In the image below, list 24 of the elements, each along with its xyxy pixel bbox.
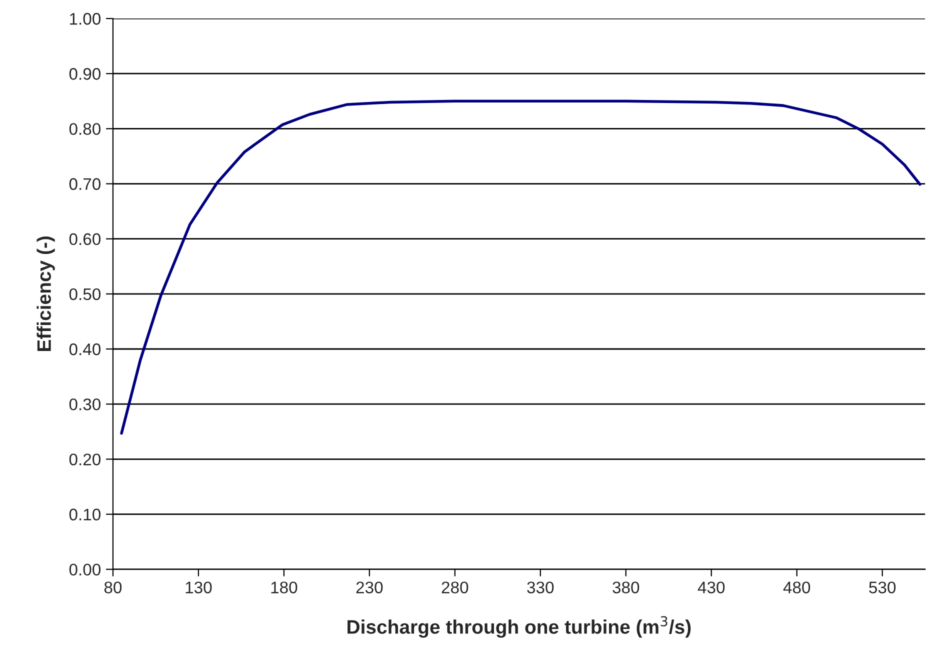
- x-tick-label: 180: [271, 582, 298, 594]
- y-tick-label: 0.30: [69, 398, 101, 410]
- line-series: [120, 100, 922, 435]
- x-tick-label: 480: [783, 582, 810, 594]
- y-tick-label: 0.40: [69, 343, 101, 356]
- y-tick-label: 0.20: [69, 454, 101, 466]
- x-tick-label: 80: [104, 582, 122, 594]
- x-tick-label: 230: [356, 582, 383, 594]
- y-tick-label: 1.00: [70, 12, 101, 25]
- y-tick-label: 0.50: [69, 288, 101, 300]
- y-tick-label: 0.70: [69, 178, 101, 190]
- x-tick-label: 430: [698, 582, 725, 594]
- y-tick-label: 0.00: [69, 564, 101, 576]
- x-tick-label: 280: [442, 582, 468, 594]
- x-tick-label: 380: [612, 582, 640, 594]
- y-axis-title: Efficiency (-): [36, 236, 55, 351]
- y-tick-label: 0.80: [69, 123, 101, 135]
- x-axis-title: Discharge through one turbine (m$^{3}$/s): [348, 616, 691, 638]
- x-tick-label: 130: [186, 582, 212, 594]
- y-tick-label: 0.60: [69, 233, 101, 246]
- x-tick-label: 330: [527, 582, 554, 594]
- y-tick-label: 0.90: [69, 68, 101, 80]
- x-tick-label: 530: [869, 582, 896, 594]
- y-tick-label: 0.10: [69, 508, 101, 520]
